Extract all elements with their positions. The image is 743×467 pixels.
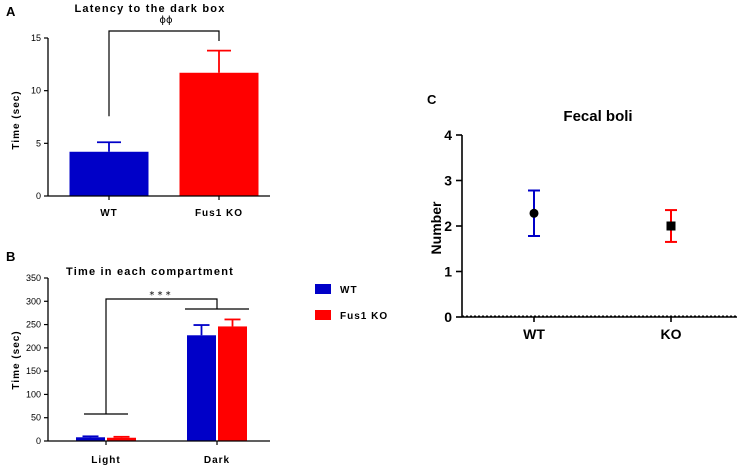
chart-b-bar xyxy=(218,326,247,441)
legend-swatch-ko xyxy=(315,310,331,320)
chart-b-ytick-label: 100 xyxy=(26,389,41,399)
chart-c-ytick-label: 2 xyxy=(444,218,452,234)
chart-a: Latency to the dark box Time (sec) 0 5 10 1… xyxy=(11,3,270,219)
chart-b-significance: * * * xyxy=(149,290,170,301)
legend-label-wt: WT xyxy=(340,285,358,296)
chart-c-ylabel: Number xyxy=(428,201,444,254)
chart-b-ytick-label: 250 xyxy=(26,320,41,330)
chart-a-bar xyxy=(179,72,259,196)
chart-b-ytick-label: 150 xyxy=(26,366,41,376)
chart-a-bar xyxy=(69,151,149,196)
chart-a-ylabel: Time (sec) xyxy=(11,90,22,149)
chart-b-bar xyxy=(107,437,136,441)
chart-b-bar xyxy=(187,335,216,441)
chart-b-ytick-label: 200 xyxy=(26,343,41,353)
chart-b-category-label: Dark xyxy=(204,455,230,466)
chart-b: Time in each compartment Time (sec) 0 50 1… xyxy=(11,266,270,466)
chart-c-title: Fecal boli xyxy=(563,108,632,125)
chart-a-ytick-label: 10 xyxy=(31,86,41,96)
chart-a-category-label: Fus1 KO xyxy=(195,208,243,219)
chart-b-ytick-label: 300 xyxy=(26,296,41,306)
chart-c-point xyxy=(666,221,676,231)
chart-a-significance-bracket xyxy=(108,30,220,117)
chart-c-ytick-label: 0 xyxy=(444,309,452,325)
chart-c-category-label: WT xyxy=(523,326,545,342)
chart-a-ytick-label: 5 xyxy=(36,138,41,148)
chart-c-ytick-label: 1 xyxy=(444,264,452,280)
chart-b-ytick-label: 350 xyxy=(26,273,41,283)
chart-a-ytick-label: 0 xyxy=(36,191,41,201)
chart-c-ytick-label: 4 xyxy=(444,127,452,143)
chart-a-significance: ϕϕ xyxy=(159,15,173,26)
chart-c: Fecal boli Number 0 1 2 3 4 WT KO xyxy=(428,108,737,342)
panel-label-a: A xyxy=(6,4,16,19)
chart-b-title: Time in each compartment xyxy=(66,266,234,278)
chart-b-ytick-label: 50 xyxy=(31,413,41,423)
chart-c-category-label: KO xyxy=(661,326,682,342)
chart-b-significance-bracket xyxy=(105,298,218,414)
chart-b-ylabel: Time (sec) xyxy=(11,330,22,389)
chart-b-bar xyxy=(76,437,105,441)
chart-c-point xyxy=(529,208,539,218)
chart-a-ytick-label: 15 xyxy=(31,33,41,43)
legend: WT Fus1 KO xyxy=(315,284,388,322)
chart-b-category-label: Light xyxy=(91,455,120,466)
legend-label-ko: Fus1 KO xyxy=(340,311,388,322)
chart-c-ytick-label: 3 xyxy=(444,173,452,189)
chart-b-ytick-label: 0 xyxy=(36,436,41,446)
chart-a-category-label: WT xyxy=(100,208,118,219)
panel-label-b: B xyxy=(6,249,15,264)
panel-label-c: C xyxy=(427,92,437,107)
chart-a-title: Latency to the dark box xyxy=(74,3,225,15)
legend-swatch-wt xyxy=(315,284,331,294)
